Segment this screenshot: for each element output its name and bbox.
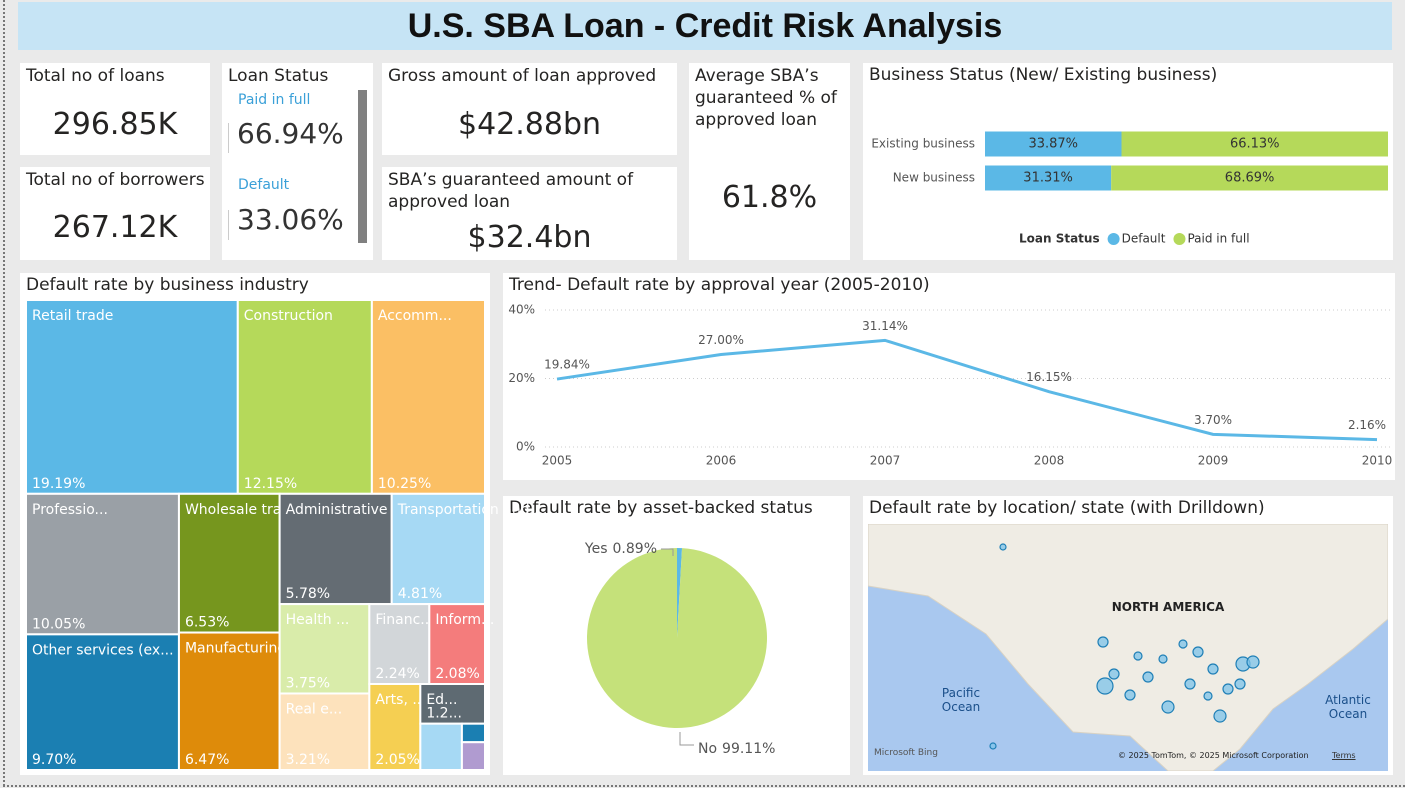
status-label: Paid in full bbox=[238, 92, 311, 108]
status-label: Default bbox=[238, 177, 290, 193]
bubble bbox=[1192, 646, 1204, 658]
card-label: Total no of loans bbox=[26, 66, 165, 86]
card: Average SBA’s guaranteed % of approved l… bbox=[689, 63, 850, 260]
chart-title: Default rate by business industry bbox=[26, 275, 309, 295]
bubble bbox=[1133, 651, 1143, 661]
state-bubbles bbox=[989, 543, 1260, 750]
bubble bbox=[1222, 683, 1234, 695]
card: Total no of borrowers 267.12K bbox=[20, 167, 210, 260]
bubble bbox=[1213, 709, 1227, 723]
bubble bbox=[1158, 654, 1168, 664]
status-value: 33.06% bbox=[237, 203, 344, 236]
card-label: Average SBA’s guaranteed % of approved l… bbox=[695, 66, 837, 130]
chart-title: Business Status (New/ Existing business) bbox=[869, 65, 1218, 85]
card-label: Gross amount of loan approved bbox=[388, 66, 657, 86]
loan-status-panel: Loan Status Paid in full 66.94% Default … bbox=[222, 63, 373, 260]
bubble bbox=[1207, 663, 1219, 675]
map-copyright: © 2025 TomTom, © 2025 Microsoft Corporat… bbox=[1118, 751, 1309, 760]
card: SBA’s guaranteed amount of approved loan… bbox=[382, 167, 677, 260]
bubble bbox=[1108, 668, 1120, 680]
map-panel: Default rate by location/ state (with Dr… bbox=[863, 496, 1393, 775]
bubble bbox=[1203, 691, 1213, 701]
divider bbox=[228, 210, 229, 240]
treemap-panel: Default rate by business industry bbox=[20, 273, 490, 775]
continent-label: NORTH AMERICA bbox=[1111, 600, 1225, 614]
business-status-panel: Business Status (New/ Existing business) bbox=[863, 63, 1393, 260]
pie-panel: Default rate by asset-backed status bbox=[503, 496, 850, 775]
left-dotted-border bbox=[3, 0, 5, 786]
card-label: SBA’s guaranteed amount of approved loan bbox=[388, 170, 634, 212]
card-value: 296.85K bbox=[52, 107, 178, 142]
chart-title: Default rate by asset-backed status bbox=[509, 498, 813, 518]
card: Total no of loans 296.85K bbox=[20, 63, 210, 155]
map-brand: Microsoft Bing bbox=[874, 748, 938, 758]
bubble bbox=[1161, 700, 1175, 714]
bubble bbox=[1184, 678, 1196, 690]
bubble bbox=[1096, 677, 1114, 695]
scrollbar[interactable] bbox=[358, 90, 367, 243]
card-value: $42.88bn bbox=[457, 107, 602, 142]
chart-title: Trend- Default rate by approval year (20… bbox=[509, 275, 930, 295]
map[interactable]: NORTH AMERICA Pacific Ocean Atlantic Oce… bbox=[868, 524, 1388, 771]
bubble bbox=[1234, 678, 1246, 690]
bubble bbox=[1142, 671, 1154, 683]
bubble bbox=[1246, 655, 1260, 669]
status-value: 66.94% bbox=[237, 117, 344, 150]
ocean-label: Atlantic Ocean bbox=[1325, 693, 1371, 721]
bubble bbox=[1124, 689, 1136, 701]
title-banner: U.S. SBA Loan - Credit Risk Analysis bbox=[18, 2, 1392, 50]
line-panel: Trend- Default rate by approval year (20… bbox=[503, 273, 1395, 480]
bubble bbox=[999, 543, 1007, 551]
bubble bbox=[989, 742, 997, 750]
bottom-dotted-border bbox=[3, 785, 1405, 787]
bubble bbox=[1178, 639, 1188, 649]
card: Gross amount of loan approved $42.88bn bbox=[382, 63, 677, 155]
ocean-label: Pacific Ocean bbox=[941, 686, 981, 714]
card-value: 61.8% bbox=[721, 180, 818, 215]
chart-title: Default rate by location/ state (with Dr… bbox=[869, 498, 1265, 518]
card-value: $32.4bn bbox=[467, 220, 592, 255]
map-graphic bbox=[868, 524, 1388, 771]
divider bbox=[228, 123, 229, 153]
card-value: 267.12K bbox=[52, 210, 178, 245]
loan-status-title: Loan Status bbox=[228, 66, 329, 86]
bubble bbox=[1097, 636, 1109, 648]
dashboard-title: U.S. SBA Loan - Credit Risk Analysis bbox=[407, 7, 1003, 45]
card-label: Total no of borrowers bbox=[26, 170, 205, 190]
map-terms[interactable]: Terms bbox=[1332, 751, 1356, 760]
land bbox=[868, 524, 1388, 771]
